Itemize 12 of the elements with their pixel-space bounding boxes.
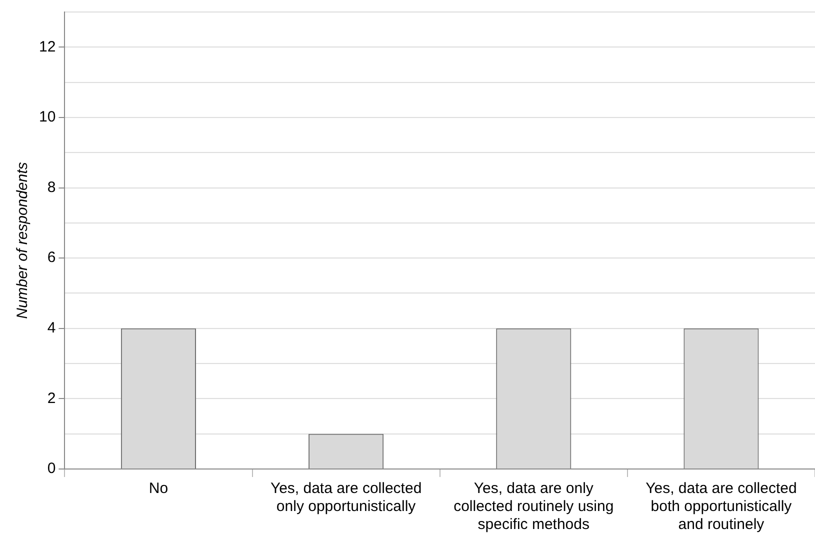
y-tick-label: 4 (47, 320, 56, 337)
x-tick-label: No (148, 480, 168, 498)
y-tick-label: 0 (47, 460, 56, 478)
y-axis-title: Number of respondents (14, 162, 32, 319)
y-tick-label: 8 (47, 178, 56, 196)
y-tick-label: 12 (38, 38, 56, 56)
y-tick-label: 2 (47, 390, 56, 407)
x-tick-label: Yes, data are collected both opportunistically and routinely (646, 480, 797, 534)
x-tick-label: Yes, data are collected only opportunistically (270, 480, 422, 516)
y-tick-label: 10 (38, 108, 56, 126)
y-tick-label: 6 (47, 249, 56, 266)
x-tick-label: Yes, data are only collected routinely using specific methods (454, 480, 614, 534)
